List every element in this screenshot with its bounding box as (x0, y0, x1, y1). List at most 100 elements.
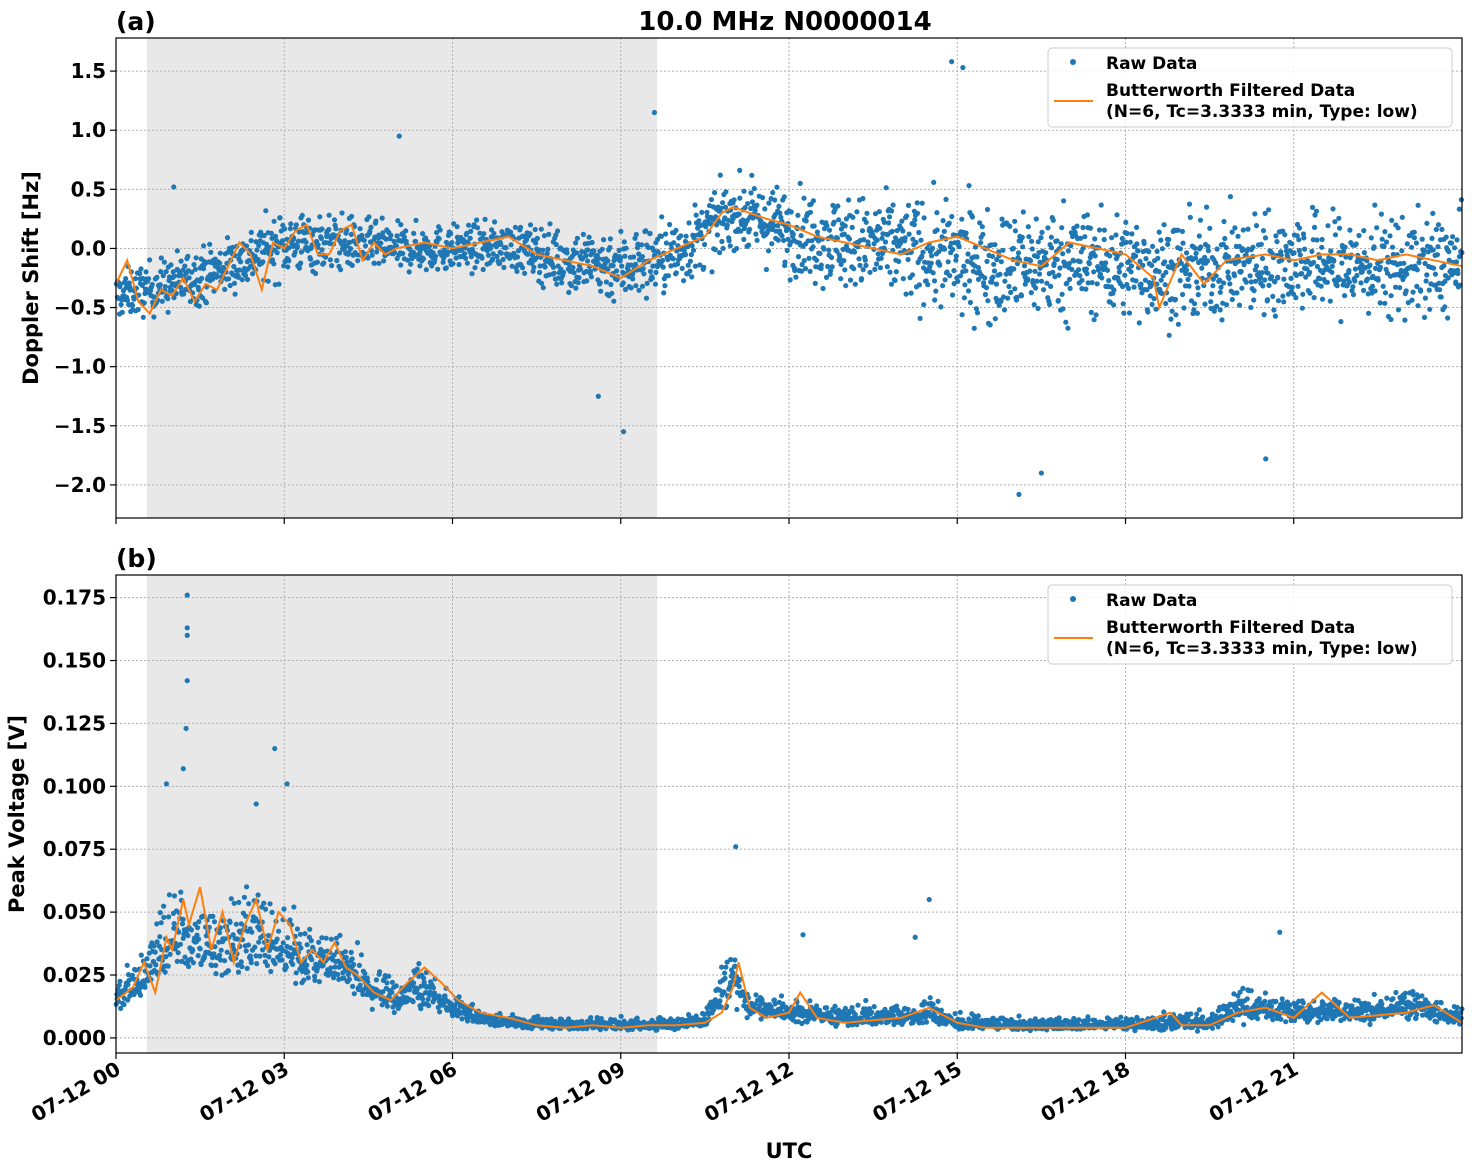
raw-data-point (1431, 265, 1437, 271)
raw-data-point (197, 946, 203, 952)
raw-data-point (546, 231, 552, 237)
raw-data-point (391, 238, 397, 244)
raw-data-point (996, 302, 1002, 308)
raw-data-point (618, 1013, 624, 1019)
raw-data-point (269, 909, 275, 916)
raw-data-point (574, 235, 581, 241)
raw-data-point (323, 935, 329, 941)
raw-data-point (1226, 275, 1232, 281)
raw-data-point (555, 228, 561, 234)
raw-data-point (1378, 211, 1384, 217)
raw-data-point (517, 224, 524, 230)
raw-data-point (918, 237, 924, 243)
raw-data-point (1011, 266, 1017, 272)
raw-data-point (1382, 229, 1388, 235)
raw-data-point (1200, 1014, 1206, 1020)
raw-data-point (469, 271, 475, 277)
raw-data-point (1012, 218, 1018, 224)
raw-data-point (1327, 298, 1333, 304)
raw-data-point (871, 241, 877, 247)
raw-data-point (238, 959, 244, 965)
raw-data-point (124, 297, 131, 303)
raw-data-point (1204, 204, 1210, 210)
raw-data-point (1116, 269, 1122, 275)
raw-data-outlier (960, 64, 966, 71)
raw-data-point (1180, 240, 1186, 246)
raw-data-point (384, 980, 390, 986)
raw-data-point (1318, 283, 1324, 289)
raw-data-point (921, 302, 927, 308)
raw-data-point (1103, 260, 1109, 266)
raw-data-point (472, 265, 478, 271)
raw-data-point (1332, 232, 1339, 238)
raw-data-point (1028, 290, 1034, 296)
raw-data-point (1136, 320, 1142, 326)
raw-data-point (786, 226, 792, 232)
raw-data-point (334, 257, 340, 264)
raw-data-point (333, 226, 339, 232)
raw-data-point (294, 926, 300, 932)
raw-data-point (890, 202, 896, 208)
raw-data-point (601, 237, 607, 243)
raw-data-point (500, 256, 506, 263)
raw-data-point (775, 237, 781, 243)
legend-raw-marker (1070, 59, 1076, 65)
raw-data-point (272, 233, 279, 239)
raw-data-point (1069, 266, 1075, 272)
raw-data-point (596, 255, 602, 262)
raw-data-point (1172, 296, 1179, 302)
raw-data-point (162, 969, 168, 975)
raw-data-point (1395, 307, 1402, 313)
raw-data-point (231, 900, 237, 906)
raw-data-point (1198, 244, 1204, 250)
raw-data-point (398, 222, 404, 228)
raw-data-point (466, 222, 472, 228)
raw-data-point (1350, 292, 1357, 298)
raw-data-point (420, 231, 426, 237)
raw-data-point (224, 949, 230, 955)
raw-data-point (840, 246, 846, 252)
raw-data-point (437, 227, 443, 233)
raw-data-point (462, 251, 468, 257)
raw-data-point (246, 257, 252, 264)
raw-data-point (963, 230, 969, 236)
raw-data-point (1138, 285, 1144, 291)
raw-data-point (1156, 269, 1162, 275)
raw-data-point (1156, 229, 1162, 235)
raw-data-point (157, 934, 163, 940)
raw-data-point (1202, 301, 1208, 307)
raw-data-point (1347, 227, 1353, 233)
raw-data-point (929, 253, 935, 259)
raw-data-point (393, 983, 399, 989)
raw-data-point (520, 265, 526, 271)
raw-data-point (938, 304, 944, 310)
raw-data-point (823, 274, 830, 280)
raw-data-point (293, 980, 299, 987)
raw-data-point (975, 265, 982, 271)
raw-data-point (1066, 260, 1072, 267)
raw-data-point (222, 958, 228, 964)
raw-data-point (1352, 278, 1358, 284)
raw-data-point (423, 267, 429, 273)
raw-data-point (1271, 307, 1277, 313)
raw-data-point (1085, 280, 1091, 286)
raw-data-point (542, 264, 548, 270)
raw-data-point (1210, 283, 1216, 289)
raw-data-point (892, 277, 898, 283)
raw-data-point (1356, 232, 1362, 239)
raw-data-point (169, 287, 175, 293)
raw-data-point (879, 235, 885, 241)
raw-data-point (1067, 276, 1073, 282)
raw-data-point (959, 312, 965, 318)
raw-data-point (349, 956, 355, 962)
raw-data-point (1193, 250, 1199, 256)
raw-data-point (547, 221, 553, 227)
raw-data-point (249, 929, 255, 935)
raw-data-point (1371, 244, 1377, 250)
raw-data-point (741, 236, 747, 242)
raw-data-point (688, 252, 695, 258)
raw-data-point (1262, 277, 1268, 283)
raw-data-point (236, 899, 242, 906)
raw-data-point (1441, 263, 1447, 269)
raw-data-point (492, 219, 498, 225)
